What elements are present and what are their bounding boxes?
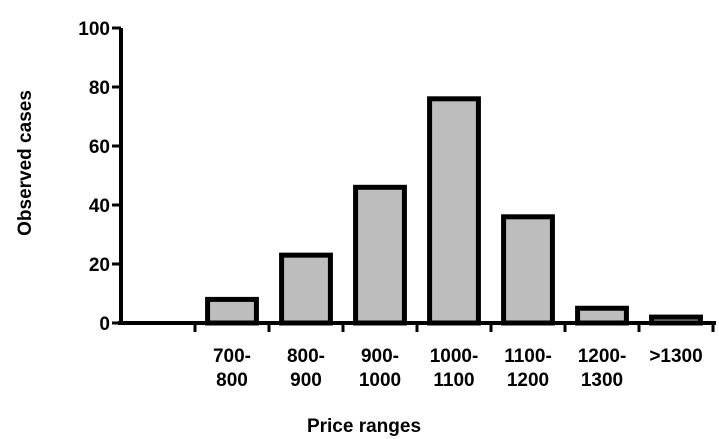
x-tick-label: 1200 (507, 370, 549, 391)
y-tick-label: 20 (89, 255, 110, 276)
y-tick-label: 100 (78, 19, 110, 40)
x-axis: 700- 800 800- 900 900- 1000 1000- 1100 1100- 1200… (118, 321, 716, 391)
y-tick-label: 40 (89, 196, 110, 217)
bar (649, 314, 703, 326)
x-tick-label: 800 (216, 370, 248, 391)
x-tick-label: >1300 (649, 346, 702, 367)
bar (575, 305, 629, 326)
bar (205, 296, 259, 326)
x-tick-label: 1100- (504, 346, 552, 367)
bars (205, 96, 703, 326)
x-tick-label: 700- (213, 346, 251, 367)
y-tick-label: 80 (89, 78, 110, 99)
x-tick-label: 1000 (359, 370, 401, 391)
bar (501, 214, 555, 326)
y-axis-title: Observed cases (15, 90, 36, 236)
y-tick-label: 0 (99, 314, 110, 335)
x-tick-label: 1100 (433, 370, 474, 391)
x-tick-label: 900 (290, 370, 322, 391)
y-tick-label: 60 (89, 137, 110, 158)
x-tick-label: 800- (287, 346, 325, 367)
y-axis: 0 20 40 60 80 100 (78, 19, 123, 335)
x-tick-label: 1000- (430, 346, 479, 367)
bar (279, 252, 333, 326)
bar (427, 96, 481, 326)
x-tick-label: 900- (361, 346, 399, 367)
x-tick-label: 1300 (581, 370, 623, 391)
x-axis-title: Price ranges (307, 416, 421, 437)
bar (353, 184, 407, 326)
x-tick-label: 1200- (578, 346, 627, 367)
